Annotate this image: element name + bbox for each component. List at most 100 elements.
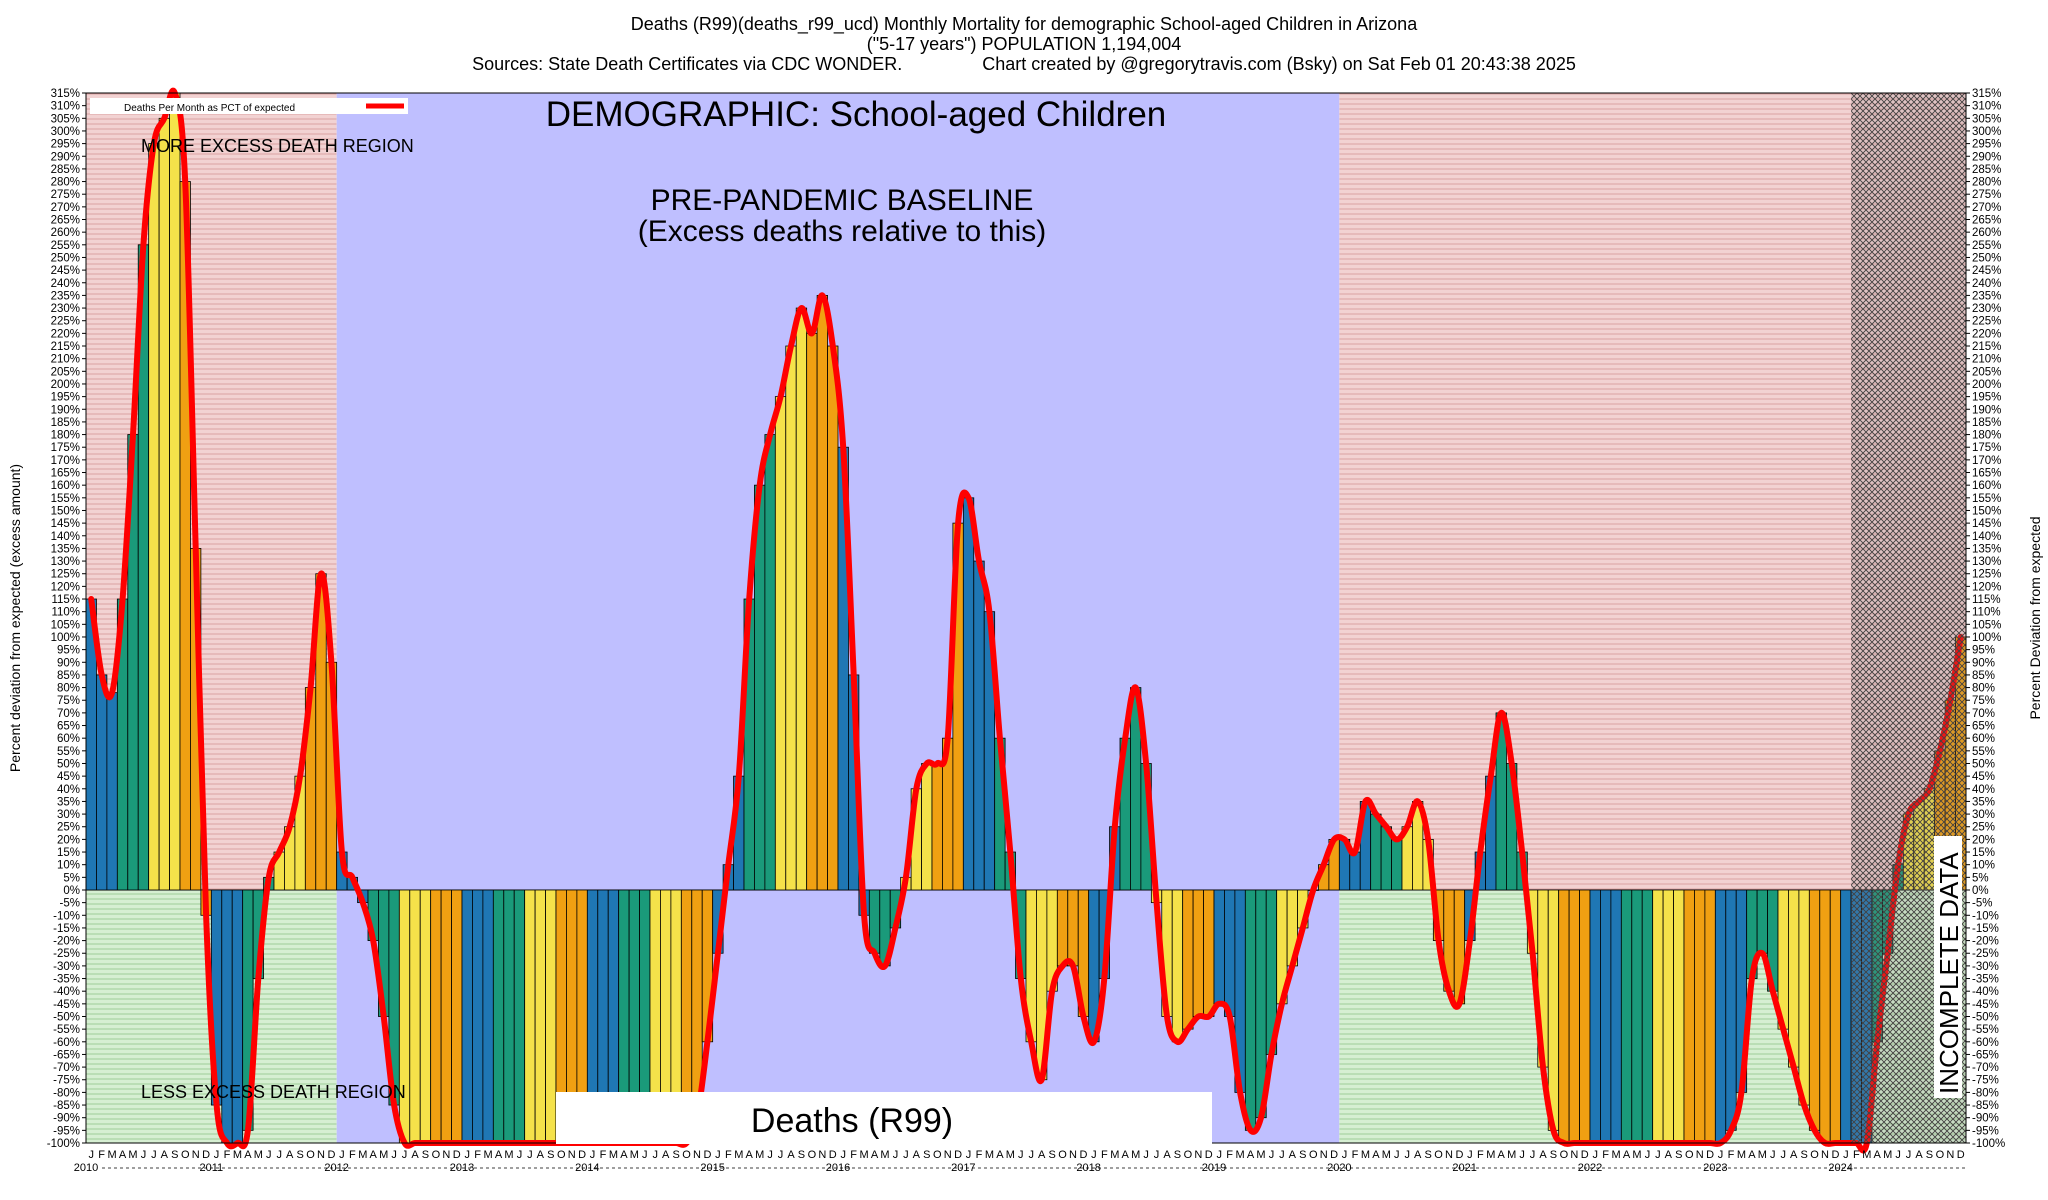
- y-tick-label: 305%: [1972, 113, 2001, 125]
- y-tick-label: -65%: [1972, 1049, 1999, 1061]
- y-tick-label: 260%: [1972, 227, 2001, 239]
- x-tick-label: M: [630, 1149, 639, 1161]
- y-tick-label: 60%: [1972, 733, 1995, 745]
- x-tick-label: O: [808, 1149, 817, 1161]
- bar: [1547, 889, 1560, 1131]
- y-tick-label: -10%: [53, 910, 80, 922]
- y-tick-label: -50%: [1972, 1011, 1999, 1023]
- x-tick-label: S: [296, 1149, 303, 1161]
- x-tick-label: J: [88, 1149, 94, 1161]
- y-tick-label: 80%: [57, 683, 80, 695]
- x-tick-label: O: [1184, 1149, 1193, 1161]
- less-excess-label: LESS EXCESS DEATH REGION: [141, 1082, 406, 1102]
- bar: [96, 674, 108, 891]
- bar: [1662, 889, 1674, 1144]
- y-tick-label: 230%: [1972, 303, 2001, 315]
- y-tick-label: 0%: [1972, 885, 1989, 897]
- bar: [973, 560, 985, 891]
- x-tick-label: N: [1570, 1149, 1578, 1161]
- x-tick-label: N: [192, 1149, 200, 1161]
- bar: [1683, 889, 1695, 1144]
- x-tick-label: F: [976, 1149, 983, 1161]
- y-tick-label: 120%: [51, 581, 80, 593]
- x-tick-label: M: [1632, 1149, 1641, 1161]
- y-tick-label: 170%: [1972, 455, 2001, 467]
- x-tick-label: J: [391, 1149, 397, 1161]
- y-tick-label: -40%: [1972, 986, 1999, 998]
- x-tick-label: J: [966, 1149, 972, 1161]
- x-tick-label: D: [453, 1149, 461, 1161]
- x-year-label: 2015: [700, 1162, 724, 1174]
- x-tick-label: J: [527, 1149, 533, 1161]
- x-tick-label: J: [276, 1149, 282, 1161]
- y-tick-label: 125%: [51, 569, 80, 581]
- x-tick-label: O: [933, 1149, 942, 1161]
- y-tick-label: 95%: [57, 645, 80, 657]
- x-tick-label: A: [787, 1149, 795, 1161]
- bar: [1568, 889, 1580, 1144]
- y-tick-label: 75%: [1972, 695, 1995, 707]
- x-tick-label: J: [1091, 1149, 1097, 1161]
- x-tick-label: J: [1530, 1149, 1536, 1161]
- x-tick-label: A: [161, 1149, 169, 1161]
- y-tick-label: -55%: [53, 1024, 80, 1036]
- x-tick-label: S: [1299, 1149, 1306, 1161]
- bar: [1756, 889, 1768, 954]
- y-tick-label: -30%: [53, 961, 80, 973]
- y-tick-label: 20%: [57, 834, 80, 846]
- x-tick-label: A: [996, 1149, 1004, 1161]
- x-tick-label: J: [1906, 1149, 1912, 1161]
- x-tick-label: M: [254, 1149, 263, 1161]
- bar: [1788, 889, 1800, 1068]
- x-tick-label: J: [1843, 1149, 1849, 1161]
- y-tick-label: -90%: [53, 1113, 80, 1125]
- y-tick-label: 270%: [51, 202, 80, 214]
- y-tick-label: 290%: [1972, 151, 2001, 163]
- y-tick-label: 130%: [1972, 556, 2001, 568]
- y-tick-label: -35%: [53, 974, 80, 986]
- y-tick-label: 170%: [51, 455, 80, 467]
- x-tick-label: A: [1915, 1149, 1923, 1161]
- y-tick-label: 240%: [51, 278, 80, 290]
- x-tick-label: A: [244, 1149, 252, 1161]
- y-tick-label: 290%: [51, 151, 80, 163]
- bar: [461, 889, 473, 1144]
- y-tick-label: -75%: [53, 1075, 80, 1087]
- y-tick-label: 195%: [51, 392, 80, 404]
- x-tick-label: J: [1269, 1149, 1275, 1161]
- bar: [785, 345, 797, 891]
- y-tick-label: 15%: [1972, 847, 1995, 859]
- bar: [1600, 889, 1612, 1144]
- y-tick-label: 45%: [1972, 771, 1995, 783]
- x-tick-label: S: [798, 1149, 805, 1161]
- chart-title: Deaths (R99)(deaths_r99_ucd) Monthly Mor…: [630, 14, 1418, 34]
- x-tick-label: D: [578, 1149, 586, 1161]
- x-tick-label: M: [1236, 1149, 1245, 1161]
- y-tick-label: 205%: [51, 366, 80, 378]
- bar: [1819, 889, 1831, 1144]
- y-tick-label: 10%: [1972, 860, 1995, 872]
- x-tick-label: J: [840, 1149, 846, 1161]
- y-tick-label: -25%: [1972, 948, 1999, 960]
- y-tick-label: 280%: [1972, 177, 2001, 189]
- x-tick-label: A: [1665, 1149, 1673, 1161]
- y-tick-label: 65%: [57, 721, 80, 733]
- x-tick-label: D: [327, 1149, 335, 1161]
- x-tick-label: M: [504, 1149, 513, 1161]
- y-tick-label: 160%: [51, 480, 80, 492]
- x-tick-label: D: [1455, 1149, 1463, 1161]
- x-tick-label: D: [202, 1149, 210, 1161]
- x-tick-label: J: [1467, 1149, 1473, 1161]
- bar: [1056, 889, 1069, 967]
- bar: [1349, 851, 1361, 891]
- y-tick-label: -60%: [1972, 1037, 1999, 1049]
- x-tick-label: M: [1758, 1149, 1767, 1161]
- x-tick-label: M: [233, 1149, 242, 1161]
- x-tick-label: A: [1122, 1149, 1130, 1161]
- y-tick-label: -100%: [1972, 1138, 2005, 1150]
- x-tick-label: A: [620, 1149, 628, 1161]
- y-tick-label: -70%: [1972, 1062, 1999, 1074]
- chart-subtitle: ("5-17 years") POPULATION 1,194,004: [866, 34, 1182, 54]
- y-axis-label-left: Percent deviation from expected (excess …: [7, 464, 23, 772]
- legend-label: Deaths Per Month as PCT of expected: [124, 103, 295, 114]
